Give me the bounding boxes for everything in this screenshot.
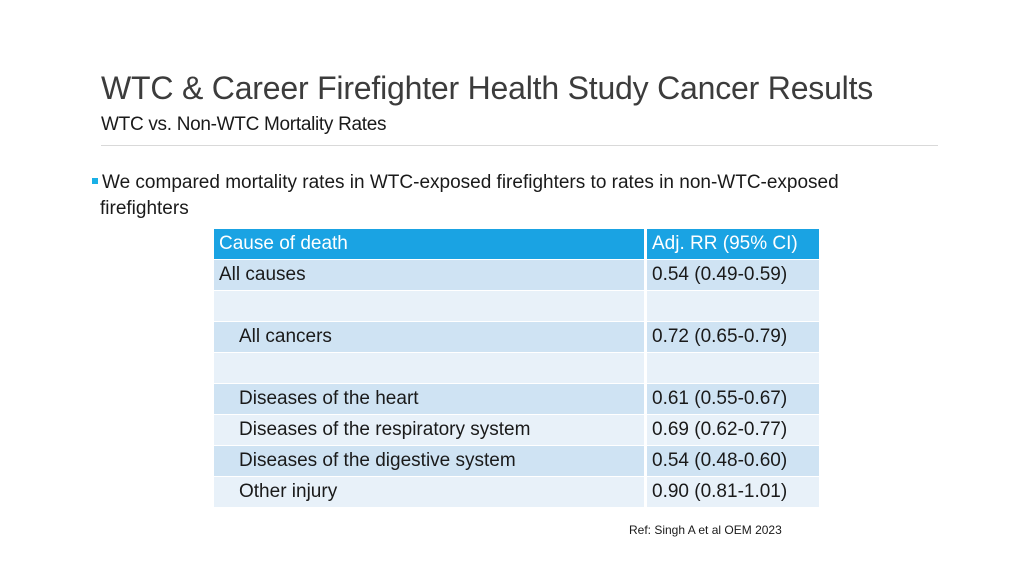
bullet-point: We compared mortality rates in WTC-expos… — [86, 170, 936, 222]
square-bullet-icon — [92, 178, 98, 184]
header-cause-of-death: Cause of death — [214, 229, 647, 260]
cause-cell — [214, 352, 647, 384]
rr-cell: 0.54 (0.48-0.60) — [645, 445, 822, 477]
rr-cell: 0.90 (0.81-1.01) — [645, 476, 822, 508]
cause-cell: Diseases of the heart — [214, 383, 647, 415]
bullet-text-line1: We compared mortality rates in WTC-expos… — [102, 172, 839, 193]
header-adj-rr: Adj. RR (95% CI) — [645, 229, 822, 260]
bullet-text-line2: firefighters — [100, 198, 189, 219]
cause-cell: Other injury — [214, 476, 647, 508]
rr-cell: 0.61 (0.55-0.67) — [645, 383, 822, 415]
table-row: All causes 0.54 (0.49-0.59) — [214, 259, 822, 291]
reference-note: Ref: Singh A et al OEM 2023 — [629, 523, 782, 537]
cause-cell — [214, 290, 647, 322]
cause-cell: Diseases of the digestive system — [214, 445, 647, 477]
cause-cell: All cancers — [214, 321, 647, 353]
mortality-table: Cause of death Adj. RR (95% CI) All caus… — [214, 229, 822, 508]
cause-cell: All causes — [214, 259, 647, 291]
rr-cell: 0.54 (0.49-0.59) — [645, 259, 822, 291]
table-row: All cancers 0.72 (0.65-0.79) — [214, 321, 822, 353]
rr-cell — [645, 290, 822, 322]
table-row: Diseases of the digestive system 0.54 (0… — [214, 445, 822, 477]
table-row — [214, 352, 822, 384]
table-row: Other injury 0.90 (0.81-1.01) — [214, 476, 822, 508]
table-header-row: Cause of death Adj. RR (95% CI) — [214, 229, 822, 260]
table-row: Diseases of the heart 0.61 (0.55-0.67) — [214, 383, 822, 415]
table-row — [214, 290, 822, 322]
slide-subtitle: WTC vs. Non-WTC Mortality Rates — [101, 114, 387, 135]
rr-cell — [645, 352, 822, 384]
rr-cell: 0.72 (0.65-0.79) — [645, 321, 822, 353]
title-divider — [101, 145, 938, 146]
cause-cell: Diseases of the respiratory system — [214, 414, 647, 446]
rr-cell: 0.69 (0.62-0.77) — [645, 414, 822, 446]
table-row: Diseases of the respiratory system 0.69 … — [214, 414, 822, 446]
slide-title: WTC & Career Firefighter Health Study Ca… — [101, 70, 874, 106]
